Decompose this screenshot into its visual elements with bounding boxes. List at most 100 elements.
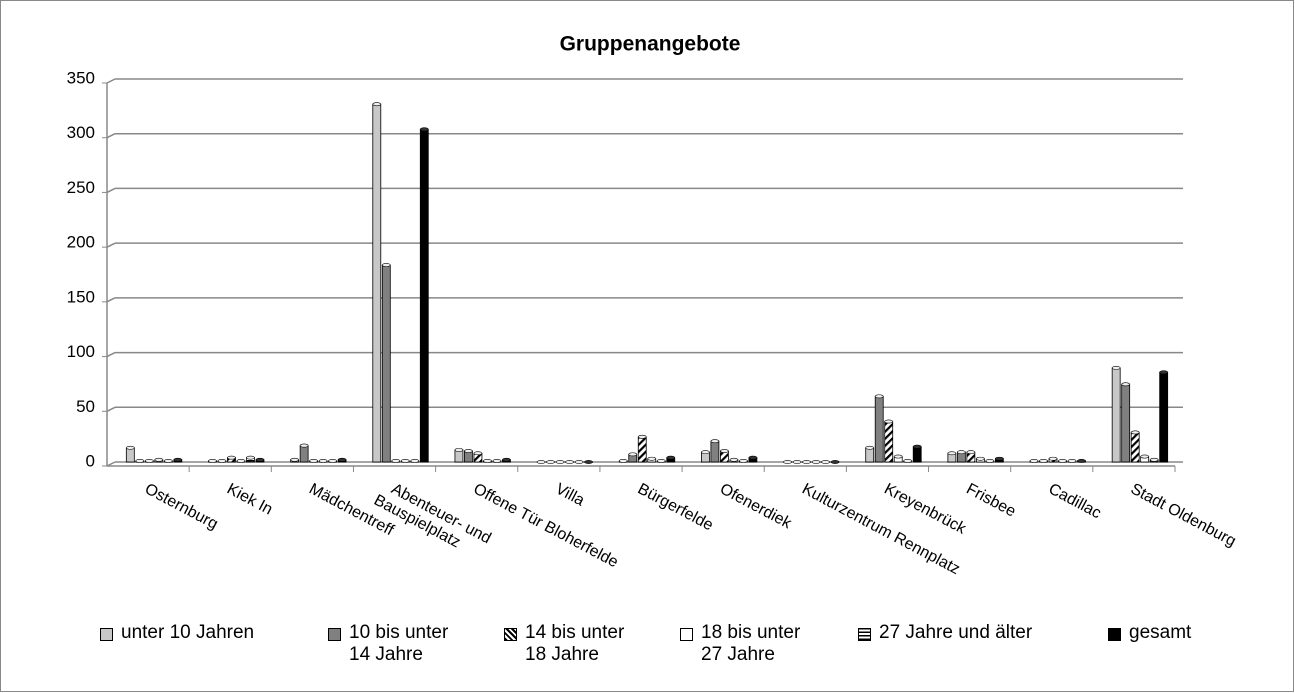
- legend: unter 10 Jahren 10 bis unter 14 Jahre 14 b…: [100, 622, 1218, 666]
- bar-cap: [1111, 365, 1121, 370]
- bar-cap: [1029, 459, 1039, 463]
- bar-cap: [893, 454, 903, 459]
- bar: [125, 447, 135, 463]
- legend-item: 27 Jahre und älter: [858, 622, 1108, 666]
- bar: [865, 447, 875, 463]
- bar-cap: [802, 460, 811, 464]
- bar-cap: [126, 445, 135, 450]
- bar: [1159, 371, 1169, 463]
- bar-cap: [473, 451, 483, 456]
- legend-label: 10 bis unter 14 Jahre: [349, 622, 449, 665]
- legend-item: 18 bis unter 27 Jahre: [680, 622, 858, 666]
- legend-item: unter 10 Jahren: [100, 622, 328, 666]
- bar-cap: [546, 460, 555, 464]
- y-tick-label: 50: [76, 397, 95, 416]
- bar-cap: [830, 460, 840, 464]
- bar-cap: [701, 450, 710, 455]
- legend-label: 18 bis unter 27 Jahre: [701, 622, 801, 665]
- bar: [912, 446, 922, 463]
- bar-cap: [637, 434, 647, 439]
- legend-label: unter 10 Jahren: [121, 622, 255, 643]
- bar-cap: [574, 460, 584, 464]
- bar-cap: [995, 456, 1004, 461]
- bar-cap: [821, 460, 830, 464]
- bar-cap: [985, 459, 995, 463]
- bar-cap: [976, 456, 985, 461]
- bar-cap: [1149, 457, 1159, 462]
- bar-cap: [164, 459, 173, 463]
- bar-cap: [318, 459, 328, 463]
- bar-cap: [628, 452, 638, 457]
- bar-cap: [1077, 459, 1086, 463]
- bar-cap: [1058, 459, 1067, 463]
- bar-cap: [419, 127, 429, 132]
- grid-wall: [106, 133, 116, 139]
- bar-cap: [1130, 430, 1140, 435]
- bar-cap: [492, 459, 502, 463]
- y-tick-label: 100: [67, 342, 95, 361]
- bar-cap: [957, 450, 966, 455]
- bar-cap: [912, 444, 922, 449]
- y-tick-label: 150: [67, 287, 95, 306]
- bar-cap: [966, 450, 976, 455]
- bar-cap: [811, 460, 821, 464]
- bar-cap: [710, 439, 720, 444]
- bar-cap: [884, 419, 894, 424]
- bar-cap: [391, 459, 401, 463]
- legend-item: gesamt: [1108, 622, 1218, 666]
- bar-cap: [410, 459, 420, 463]
- bar: [637, 436, 647, 463]
- bar: [710, 440, 720, 463]
- bar-cap: [255, 457, 265, 462]
- bar-cap: [290, 457, 299, 462]
- chart-title: Gruppenangebote: [560, 33, 741, 56]
- bar-cap: [236, 459, 246, 463]
- bar: [372, 103, 382, 463]
- legend-swatch: [1108, 628, 1121, 641]
- y-tick-label: 250: [67, 178, 95, 197]
- legend-item: 14 bis unter 18 Jahre: [504, 622, 680, 666]
- bar-cap: [656, 459, 666, 463]
- bar-cap: [135, 459, 145, 463]
- bar-cap: [145, 459, 154, 463]
- bar-cap: [720, 449, 729, 453]
- bar-cap: [454, 448, 464, 452]
- legend-swatch: [100, 628, 113, 641]
- legend-label: 14 bis unter 18 Jahre: [525, 622, 625, 665]
- bar-cap: [1140, 454, 1149, 459]
- legend-swatch: [328, 628, 341, 641]
- grid-wall: [106, 297, 116, 303]
- bar-cap: [208, 459, 217, 463]
- bar-cap: [647, 456, 657, 461]
- grid-wall: [106, 242, 116, 248]
- bar-cap: [328, 459, 337, 463]
- bar-cap: [536, 460, 546, 464]
- bar: [1111, 367, 1121, 463]
- bar-cap: [502, 457, 511, 462]
- bar: [884, 421, 894, 463]
- bar: [299, 445, 309, 463]
- bar-cap: [666, 455, 676, 460]
- grid-wall: [106, 351, 116, 358]
- y-tick-label: 300: [67, 123, 95, 142]
- bar-cap: [947, 451, 957, 456]
- bar-cap: [748, 455, 758, 460]
- bar-cap: [739, 459, 748, 463]
- bar: [874, 395, 884, 463]
- bar-cap: [783, 460, 792, 464]
- bar-cap: [1067, 459, 1077, 463]
- bar-cap: [173, 457, 183, 462]
- bar-cap: [874, 394, 884, 399]
- bar-cap: [246, 455, 255, 460]
- bar: [419, 128, 429, 463]
- bar-cap: [299, 443, 309, 448]
- bar-cap: [1121, 382, 1130, 387]
- bar: [1121, 383, 1131, 463]
- bar-cap: [217, 459, 227, 463]
- grid-wall: [106, 187, 116, 194]
- legend-swatch: [504, 628, 517, 641]
- bar-cap: [729, 457, 739, 462]
